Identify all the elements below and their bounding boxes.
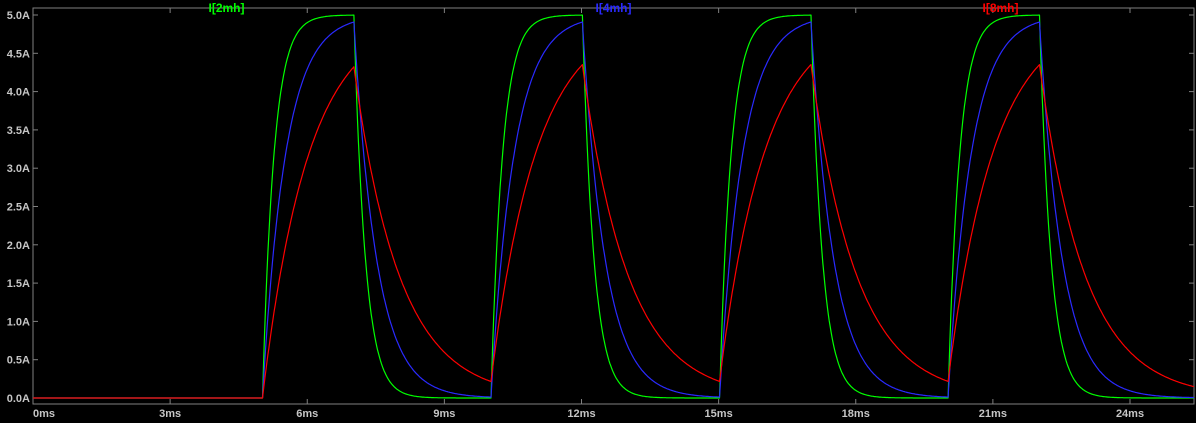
trace-i8mh[interactable] [33,63,1195,399]
y-tick-label: 0.5A [7,355,30,367]
y-tick-label: 5.0A [7,10,30,22]
y-tick-label: 1.5A [7,278,30,290]
x-tick-label: 24ms [1116,408,1144,420]
x-tick-label: 0ms [33,408,55,420]
y-tick-label: 2.0A [7,240,30,252]
x-tick-label: 15ms [705,408,733,420]
y-tick-label: 4.5A [7,48,30,60]
trace-label-i8mh[interactable]: I[8mh] [982,1,1019,15]
trace-i2mh[interactable] [33,14,1194,399]
y-tick-label: 3.0A [7,163,30,175]
x-tick-label: 3ms [159,408,181,420]
x-tick-label: 6ms [296,408,318,420]
y-tick-label: 1.0A [7,316,30,328]
y-tick-label: 3.5A [7,125,30,137]
y-tick-label: 4.0A [7,87,30,99]
trace-label-i4mh[interactable]: I[4mh] [595,1,632,15]
x-tick-label: 9ms [433,408,455,420]
trace-legend: I[2mh] I[4mh] I[8mh] [33,1,1194,15]
trace-i4mh[interactable] [33,21,1195,399]
x-tick-label: 18ms [842,408,870,420]
y-tick-label: 2.5A [7,202,30,214]
trace-label-i2mh[interactable]: I[2mh] [208,1,245,15]
plot-frame [32,7,1195,405]
x-tick-label: 21ms [979,408,1007,420]
y-tick-label: 0.0A [7,393,30,405]
x-tick-label: 12ms [567,408,595,420]
